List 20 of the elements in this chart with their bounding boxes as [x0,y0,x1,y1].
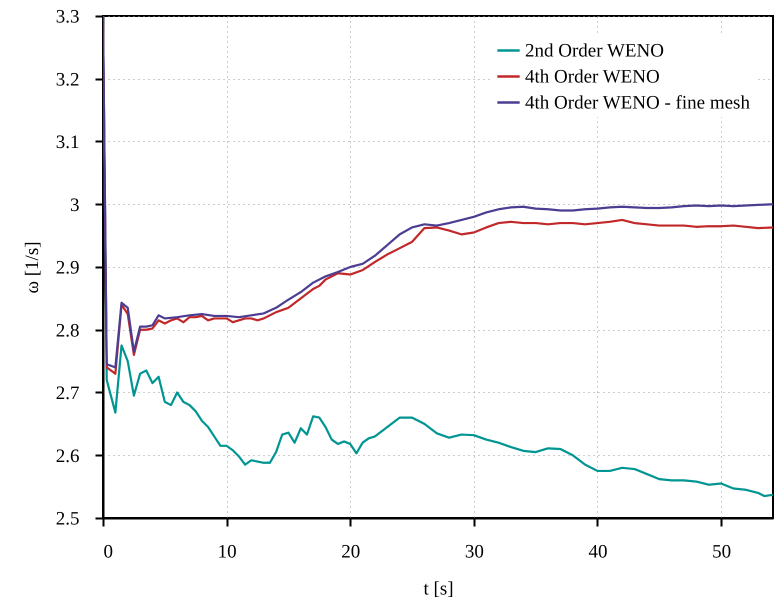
y-tick-label: 2.5 [56,508,80,530]
x-tick-label: 40 [588,542,608,562]
y-tick-label: 3.3 [56,6,80,28]
legend-label: 2nd Order WENO [525,40,664,62]
x-tick-label: 30 [464,542,484,562]
x-tick-label: 50 [712,542,732,562]
x-axis-title: t [s] [423,578,454,600]
y-tick-label: 2.6 [56,446,80,467]
y-tick-label: 3.2 [56,69,80,90]
y-tick-label: 2.9 [56,258,80,278]
y-axis-title: ω [1/s] [22,241,43,294]
legend-label: 4th Order WENO - fine mesh [525,92,750,114]
y-tick-label: 2.8 [56,320,80,342]
x-tick-label: 20 [341,542,360,562]
y-tick-label: 2.7 [56,383,80,404]
x-tick-label: 0 [104,542,113,562]
y-tick-label: 3.1 [56,132,80,153]
legend-label: 4th Order WENO [525,66,660,88]
x-tick-label: 10 [218,542,237,562]
y-tick-label: 3 [70,194,80,216]
